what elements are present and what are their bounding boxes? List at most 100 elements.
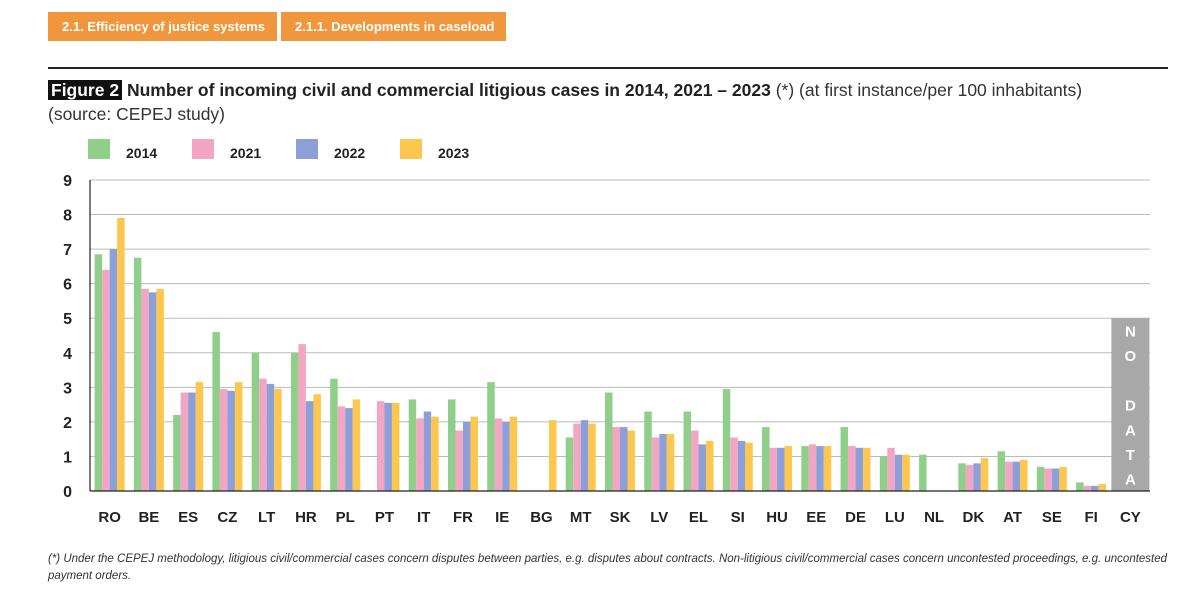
category-label-bg: BG [530,509,553,526]
bar-ro-2021 [102,269,110,491]
bar-ro-2014 [94,254,103,491]
category-label-it: IT [417,509,430,526]
bar-fi-2022 [1091,485,1099,491]
bar-lv-2022 [659,433,667,491]
bar-ee-2023 [823,446,832,491]
bars [94,218,1107,491]
y-tick-label: 5 [63,311,72,328]
bar-fr-2014 [447,399,456,491]
bar-lv-2014 [644,411,652,491]
y-tick-label: 4 [63,346,72,363]
section-tab-caseload[interactable]: 2.1.1. Developments in caseload [281,12,507,41]
no-data-letter: A [1125,472,1136,489]
category-label-si: SI [731,509,745,526]
category-label-lt: LT [258,509,275,526]
category-label-ie: IE [495,509,509,526]
bar-lt-2014 [251,352,260,491]
bar-es-2014 [173,414,181,491]
y-tick-label: 8 [63,208,72,225]
category-label-ee: EE [806,509,826,526]
bar-mt-2023 [588,423,596,491]
bar-hu-2023 [784,446,793,491]
bar-se-2023 [1059,466,1067,491]
figure-title: Figure 2 Number of incoming civil and co… [48,78,1148,126]
bar-lt-2022 [266,383,275,491]
bar-ee-2021 [808,444,817,491]
bar-fr-2022 [462,421,471,491]
y-axis-ticks: 0 1 2 3 4 5 6 7 8 9 [63,173,72,501]
bar-hu-2021 [769,447,778,491]
category-label-pt: PT [375,509,394,526]
y-tick-label: 7 [63,242,72,259]
category-label-lv: LV [650,509,668,526]
bar-fr-2021 [455,430,463,491]
bar-hu-2022 [777,447,785,491]
category-label-nl: NL [924,509,944,526]
bar-lv-2021 [651,437,660,491]
category-label-hr: HR [295,509,317,526]
no-data-letter: N [1125,324,1136,341]
bar-at-2022 [1012,461,1021,491]
category-label-at: AT [1003,509,1022,526]
bar-bg-2023 [548,420,557,491]
bar-pt-2021 [376,401,385,491]
bar-el-2021 [691,430,699,491]
bar-at-2023 [1020,459,1028,491]
bar-hr-2023 [313,394,321,491]
bar-si-2023 [745,442,753,491]
bar-it-2021 [416,418,424,491]
bar-lt-2023 [274,389,282,491]
bar-fi-2021 [1083,485,1092,491]
bar-mt-2022 [580,420,589,491]
y-tick-label: 0 [63,484,72,501]
bar-lu-2022 [894,454,903,491]
bar-ee-2022 [816,446,824,491]
bar-pt-2023 [391,402,400,491]
bar-dk-2022 [973,463,981,491]
bar-el-2014 [683,411,692,491]
figure-tag: Figure 2 [48,80,123,100]
legend-swatch-2022 [296,139,318,159]
bar-lu-2021 [887,447,895,491]
section-tab-efficiency[interactable]: 2.1. Efficiency of justice systems [48,12,278,41]
legend-label-2021: 2021 [230,145,261,161]
gridlines [90,179,1150,457]
bar-ro-2023 [117,218,125,491]
category-label-es: ES [178,509,198,526]
figure-title-note: (*) (at first instance/per 100 inhabitan… [48,80,1083,124]
bar-se-2014 [1036,466,1045,491]
x-axis-categories: RO BE ES CZ LT HR PL PT IT FR IE BG MT SK LV EL SI HU EE DE… [98,509,1140,526]
bar-be-2021 [141,288,149,491]
bar-pt-2022 [384,402,392,491]
bar-fi-2014 [1076,482,1084,491]
bar-es-2022 [188,392,196,491]
bar-cz-2022 [227,390,235,491]
category-label-mt: MT [570,509,592,526]
bar-pl-2021 [337,406,346,491]
bar-hr-2022 [305,401,314,491]
bar-de-2023 [863,447,871,491]
bar-it-2023 [431,416,439,491]
category-label-be: BE [138,509,159,526]
bar-de-2022 [855,447,864,491]
bar-hr-2014 [290,352,299,491]
bar-ie-2014 [487,382,495,491]
figure-title-main: Number of incoming civil and commercial … [126,80,771,100]
bar-mt-2014 [565,437,574,491]
y-tick-label: 3 [63,380,72,397]
category-label-cz: CZ [217,509,237,526]
y-tick-label: 6 [63,277,72,294]
no-data-letter: T [1126,447,1135,464]
bar-hr-2021 [298,344,306,491]
bar-fi-2023 [1098,484,1107,491]
bar-dk-2023 [980,458,989,491]
section-tabs: 2.1. Efficiency of justice systems 2.1.1… [48,12,507,41]
bar-sk-2014 [605,392,613,491]
category-label-sk: SK [610,509,631,526]
bar-lv-2023 [666,433,675,491]
bar-it-2014 [408,399,417,491]
bar-hu-2014 [762,427,770,491]
y-tick-label: 1 [63,449,72,466]
